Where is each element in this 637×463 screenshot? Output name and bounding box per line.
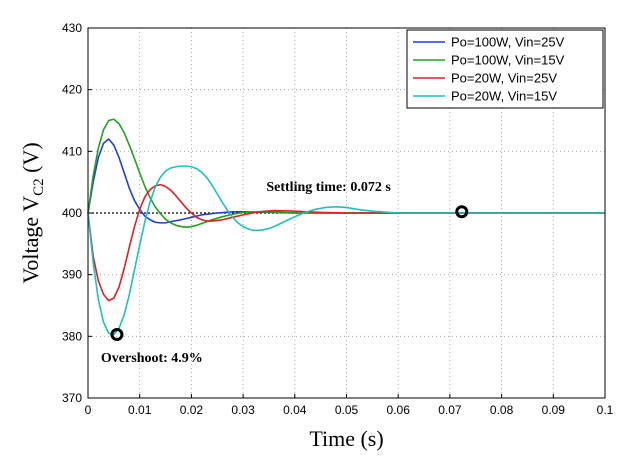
legend-label-3: Po=20W, Vin=25V: [451, 71, 557, 86]
x-tick-label: 0.05: [335, 403, 359, 417]
series-line-3: [87, 183, 605, 302]
y-tick-label: 370: [62, 391, 82, 405]
y-axis-label-main: Voltage V: [18, 196, 43, 284]
x-tick-label: 0.04: [283, 403, 307, 417]
y-axis-label-subscript: C2: [31, 178, 47, 196]
marker-circle-2: [455, 205, 469, 219]
legend-label-2: Po=100W, Vin=15V: [451, 53, 565, 68]
y-tick-label: 390: [62, 268, 82, 282]
legend-box: [406, 29, 604, 109]
x-tick-label: 0.07: [438, 403, 462, 417]
y-tick-label: 430: [62, 21, 82, 35]
series-group: [87, 118, 605, 336]
x-tick-labels: 0 0.01 0.02 0.03 0.04 0.05 0.06 0.07 0.08 0.09 0.1: [85, 403, 614, 417]
x-tick-label: 0.03: [231, 403, 255, 417]
markers: [110, 205, 469, 341]
marker-circle-1: [110, 327, 124, 341]
y-tick-labels: 370 380 390 400 410 420 430: [62, 21, 82, 405]
x-tick-label: 0.08: [490, 403, 514, 417]
x-axis-label: Time (s): [309, 426, 383, 451]
x-tick-label: 0.06: [387, 403, 411, 417]
y-axis-label-unit: (V): [18, 142, 43, 178]
y-tick-label: 400: [62, 206, 82, 220]
overshoot-annotation: Overshoot: 4.9%: [101, 351, 203, 366]
legend: Po=100W, Vin=25V Po=100W, Vin=15V Po=20W, …: [406, 29, 604, 109]
y-axis-label: Voltage VC2 (V): [18, 142, 47, 283]
series-line-4: [87, 165, 605, 336]
series-line-2: [87, 118, 605, 228]
y-tick-label: 410: [62, 144, 82, 158]
legend-label-1: Po=100W, Vin=25V: [451, 35, 565, 50]
x-tick-label: 0.1: [597, 403, 614, 417]
legend-label-4: Po=20W, Vin=15V: [451, 89, 557, 104]
x-tick-label: 0.02: [180, 403, 204, 417]
y-tick-label: 380: [62, 329, 82, 343]
x-tick-label: 0.09: [542, 403, 566, 417]
plot-border: [87, 27, 606, 399]
x-tick-label: 0.01: [128, 403, 152, 417]
y-tick-label: 420: [62, 83, 82, 97]
settling-time-annotation: Settling time: 0.072 s: [266, 180, 391, 195]
x-tick-label: 0: [85, 403, 92, 417]
